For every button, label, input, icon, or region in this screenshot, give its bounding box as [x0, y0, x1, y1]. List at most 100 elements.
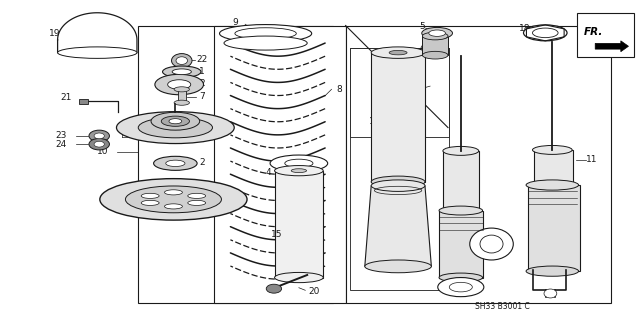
Ellipse shape: [163, 66, 201, 78]
Ellipse shape: [266, 284, 282, 293]
Ellipse shape: [422, 27, 452, 39]
Ellipse shape: [524, 25, 567, 41]
Ellipse shape: [429, 30, 445, 36]
Text: 14: 14: [209, 200, 220, 209]
Text: 4: 4: [266, 168, 271, 177]
FancyBboxPatch shape: [577, 13, 634, 57]
Ellipse shape: [169, 119, 182, 124]
Text: 17: 17: [369, 232, 380, 241]
Ellipse shape: [526, 266, 579, 276]
Ellipse shape: [116, 112, 234, 144]
Text: 3: 3: [212, 129, 217, 138]
Ellipse shape: [164, 204, 182, 209]
Ellipse shape: [224, 36, 307, 50]
Ellipse shape: [220, 25, 312, 42]
Polygon shape: [365, 186, 431, 266]
Ellipse shape: [141, 193, 159, 198]
Polygon shape: [595, 41, 628, 52]
Text: 21: 21: [60, 93, 72, 102]
Text: FR.: FR.: [584, 27, 603, 37]
Text: 2: 2: [200, 158, 205, 167]
Text: 9: 9: [232, 19, 237, 27]
Ellipse shape: [422, 32, 448, 40]
Ellipse shape: [443, 146, 479, 155]
FancyBboxPatch shape: [534, 150, 573, 185]
Text: 5: 5: [420, 22, 425, 31]
Ellipse shape: [172, 69, 191, 75]
Text: 6: 6: [420, 45, 425, 54]
FancyBboxPatch shape: [138, 26, 333, 303]
Text: 11: 11: [586, 155, 598, 164]
Text: 13: 13: [501, 242, 513, 251]
FancyBboxPatch shape: [350, 48, 449, 137]
Ellipse shape: [371, 47, 425, 58]
Text: 1: 1: [200, 67, 205, 76]
Ellipse shape: [94, 141, 104, 147]
Ellipse shape: [89, 138, 109, 150]
Text: 19: 19: [49, 29, 60, 38]
Ellipse shape: [100, 179, 247, 220]
FancyBboxPatch shape: [443, 151, 479, 211]
FancyBboxPatch shape: [439, 211, 483, 278]
Text: 23: 23: [55, 131, 67, 140]
Ellipse shape: [188, 193, 205, 198]
Ellipse shape: [365, 260, 431, 273]
Text: 18: 18: [519, 24, 531, 33]
FancyBboxPatch shape: [79, 99, 88, 104]
Ellipse shape: [371, 176, 425, 188]
Ellipse shape: [176, 57, 188, 64]
Ellipse shape: [389, 50, 407, 55]
Ellipse shape: [168, 80, 191, 89]
FancyBboxPatch shape: [350, 48, 449, 290]
Ellipse shape: [138, 117, 212, 138]
Ellipse shape: [532, 28, 558, 38]
FancyBboxPatch shape: [214, 26, 346, 303]
FancyBboxPatch shape: [275, 171, 323, 278]
Ellipse shape: [161, 116, 189, 126]
Ellipse shape: [141, 200, 159, 205]
Ellipse shape: [439, 273, 483, 282]
Text: 8: 8: [337, 85, 342, 94]
Ellipse shape: [174, 87, 189, 92]
FancyBboxPatch shape: [178, 89, 186, 103]
Text: 22: 22: [196, 56, 208, 64]
Ellipse shape: [449, 282, 472, 292]
Ellipse shape: [422, 51, 448, 59]
FancyBboxPatch shape: [422, 36, 448, 55]
Text: 12: 12: [407, 85, 419, 94]
Ellipse shape: [526, 180, 579, 190]
Ellipse shape: [371, 180, 425, 191]
FancyBboxPatch shape: [528, 185, 580, 271]
Ellipse shape: [532, 145, 572, 154]
Ellipse shape: [544, 289, 557, 298]
Ellipse shape: [235, 28, 296, 39]
Text: 7: 7: [200, 92, 205, 101]
Ellipse shape: [470, 228, 513, 260]
Ellipse shape: [270, 155, 328, 172]
Ellipse shape: [58, 47, 137, 58]
FancyBboxPatch shape: [371, 53, 425, 182]
Ellipse shape: [291, 169, 307, 173]
Ellipse shape: [172, 54, 192, 68]
Ellipse shape: [285, 159, 313, 167]
Ellipse shape: [438, 278, 484, 297]
Ellipse shape: [480, 235, 503, 253]
Ellipse shape: [275, 272, 323, 283]
Polygon shape: [58, 13, 137, 53]
Ellipse shape: [155, 74, 204, 95]
Ellipse shape: [174, 100, 189, 105]
Ellipse shape: [166, 160, 185, 167]
Ellipse shape: [89, 130, 109, 142]
Ellipse shape: [275, 166, 323, 176]
Text: 10: 10: [97, 147, 108, 156]
Text: 15: 15: [271, 230, 282, 239]
Ellipse shape: [532, 181, 572, 189]
Ellipse shape: [439, 206, 483, 215]
Ellipse shape: [154, 156, 197, 170]
Ellipse shape: [94, 133, 104, 139]
Text: 16: 16: [369, 117, 380, 126]
Ellipse shape: [151, 112, 200, 130]
Text: 2: 2: [200, 79, 205, 88]
FancyBboxPatch shape: [346, 26, 611, 303]
Text: 20: 20: [308, 287, 319, 296]
